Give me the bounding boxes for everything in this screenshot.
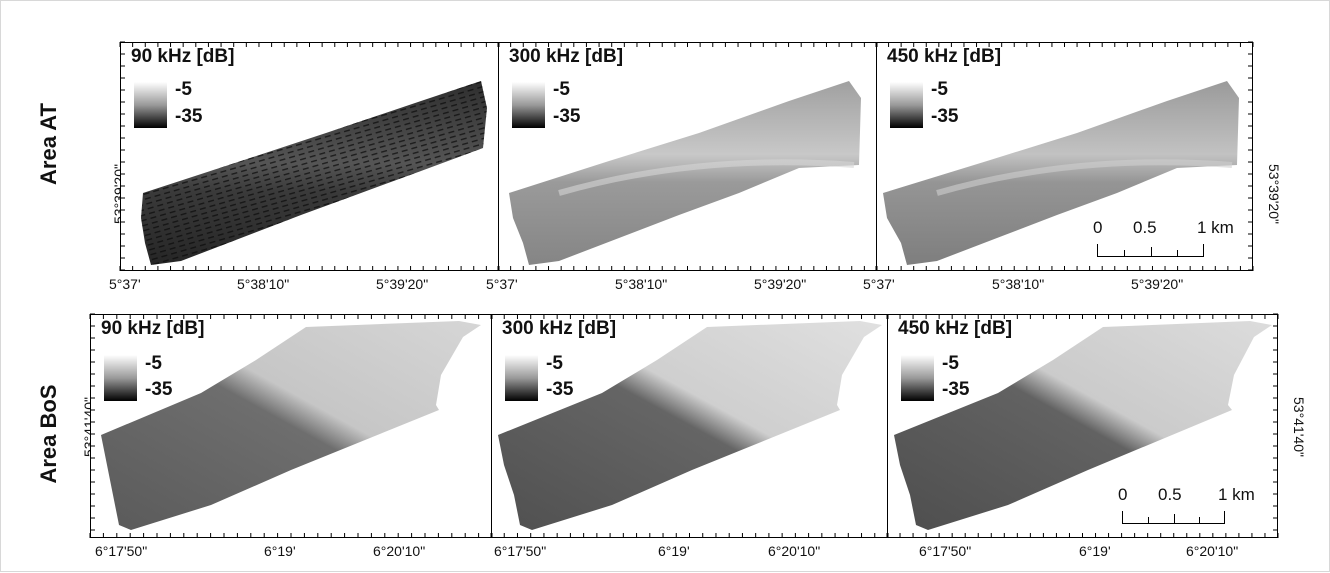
backscatter-mosaic-at-450khz [883,81,1239,265]
scalebar: 0 0.5 1 km [1118,485,1255,530]
lon-label: 5°37' [109,276,141,292]
colorbar-min-label: -35 [942,379,970,400]
map-panel-at-90khz: 90 kHz [dB] -5 -35 [120,42,499,271]
lon-label: 5°39'20" [1131,276,1184,292]
colorbar [104,355,137,401]
colorbar-max-label: -5 [942,353,959,374]
colorbar-min-label: -35 [931,106,959,127]
axis-ticks-at [119,41,1254,271]
map-panel-bos-450khz: 450 kHz [dB] -5 -35 0 0.5 1 km [887,314,1278,538]
colorbar [512,82,545,128]
scalebar-label-km: 1 km [1197,218,1234,237]
backscatter-mosaic-bos-90khz [101,321,481,530]
scalebar-label-0: 0 [1093,218,1103,237]
colorbar [890,82,923,128]
lon-label: 6°20'10" [373,543,426,559]
panel-title: 450 kHz [dB] [898,318,1013,339]
lon-label: 6°17'50" [494,543,547,559]
scalebar-label-half: 0.5 [1133,218,1157,237]
lon-label: 5°39'20" [754,276,807,292]
scalebar-label-0: 0 [1118,485,1128,504]
lon-label: 5°37' [486,276,518,292]
colorbar-max-label: -5 [175,79,192,100]
map-panel-bos-300khz: 300 kHz [dB] -5 -35 [491,314,888,538]
lon-label: 6°19' [264,543,296,559]
lon-label: 6°20'10" [1186,543,1239,559]
panel-title: 90 kHz [dB] [131,46,235,67]
lon-label: 6°19' [658,543,690,559]
panel-title: 450 kHz [dB] [887,46,1002,67]
panel-title: 90 kHz [dB] [101,318,205,339]
map-panel-at-300khz: 300 kHz [dB] -5 -35 [498,42,877,271]
lon-label: 5°37' [863,276,895,292]
panel-title: 300 kHz [dB] [502,318,617,339]
colorbar-min-label: -35 [546,379,574,400]
colorbar-min-label: -35 [145,379,173,400]
colorbar-max-label: -5 [931,79,948,100]
lon-label: 6°20'10" [768,543,821,559]
colorbar-max-label: -5 [546,353,563,374]
colorbar [134,82,167,128]
map-panel-at-450khz: 450 kHz [dB] -5 -35 0 0.5 1 km [876,42,1253,271]
colorbar-min-label: -35 [553,106,581,127]
backscatter-mosaic-bos-300khz [498,321,882,530]
backscatter-mosaic-bos-450khz [894,321,1272,530]
lon-label: 6°19' [1079,543,1111,559]
colorbar-min-label: -35 [175,106,203,127]
colorbar-max-label: -5 [145,353,162,374]
lon-label: 5°38'10" [615,276,668,292]
panel-title: 300 kHz [dB] [509,46,624,67]
lon-label: 5°39'20" [376,276,429,292]
lon-label: 5°38'10" [992,276,1045,292]
scalebar-label-half: 0.5 [1158,485,1182,504]
lon-label: 5°38'10" [237,276,290,292]
colorbar-max-label: -5 [553,79,570,100]
colorbar [901,355,934,401]
map-panel-bos-90khz: 90 kHz [dB] -5 -35 [90,314,492,538]
colorbar [505,355,538,401]
lon-label: 6°17'50" [919,543,972,559]
scalebar-label-km: 1 km [1218,485,1255,504]
backscatter-mosaic-at-300khz [509,81,861,265]
backscatter-mosaic-at-90khz [141,81,487,265]
scalebar: 0 0.5 1 km [1093,218,1234,263]
lon-label: 6°17'50" [95,543,148,559]
